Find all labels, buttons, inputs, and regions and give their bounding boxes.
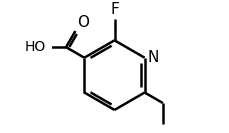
Text: HO: HO (25, 40, 46, 54)
Text: N: N (147, 50, 159, 65)
Text: O: O (77, 15, 89, 30)
Text: F: F (110, 2, 119, 17)
